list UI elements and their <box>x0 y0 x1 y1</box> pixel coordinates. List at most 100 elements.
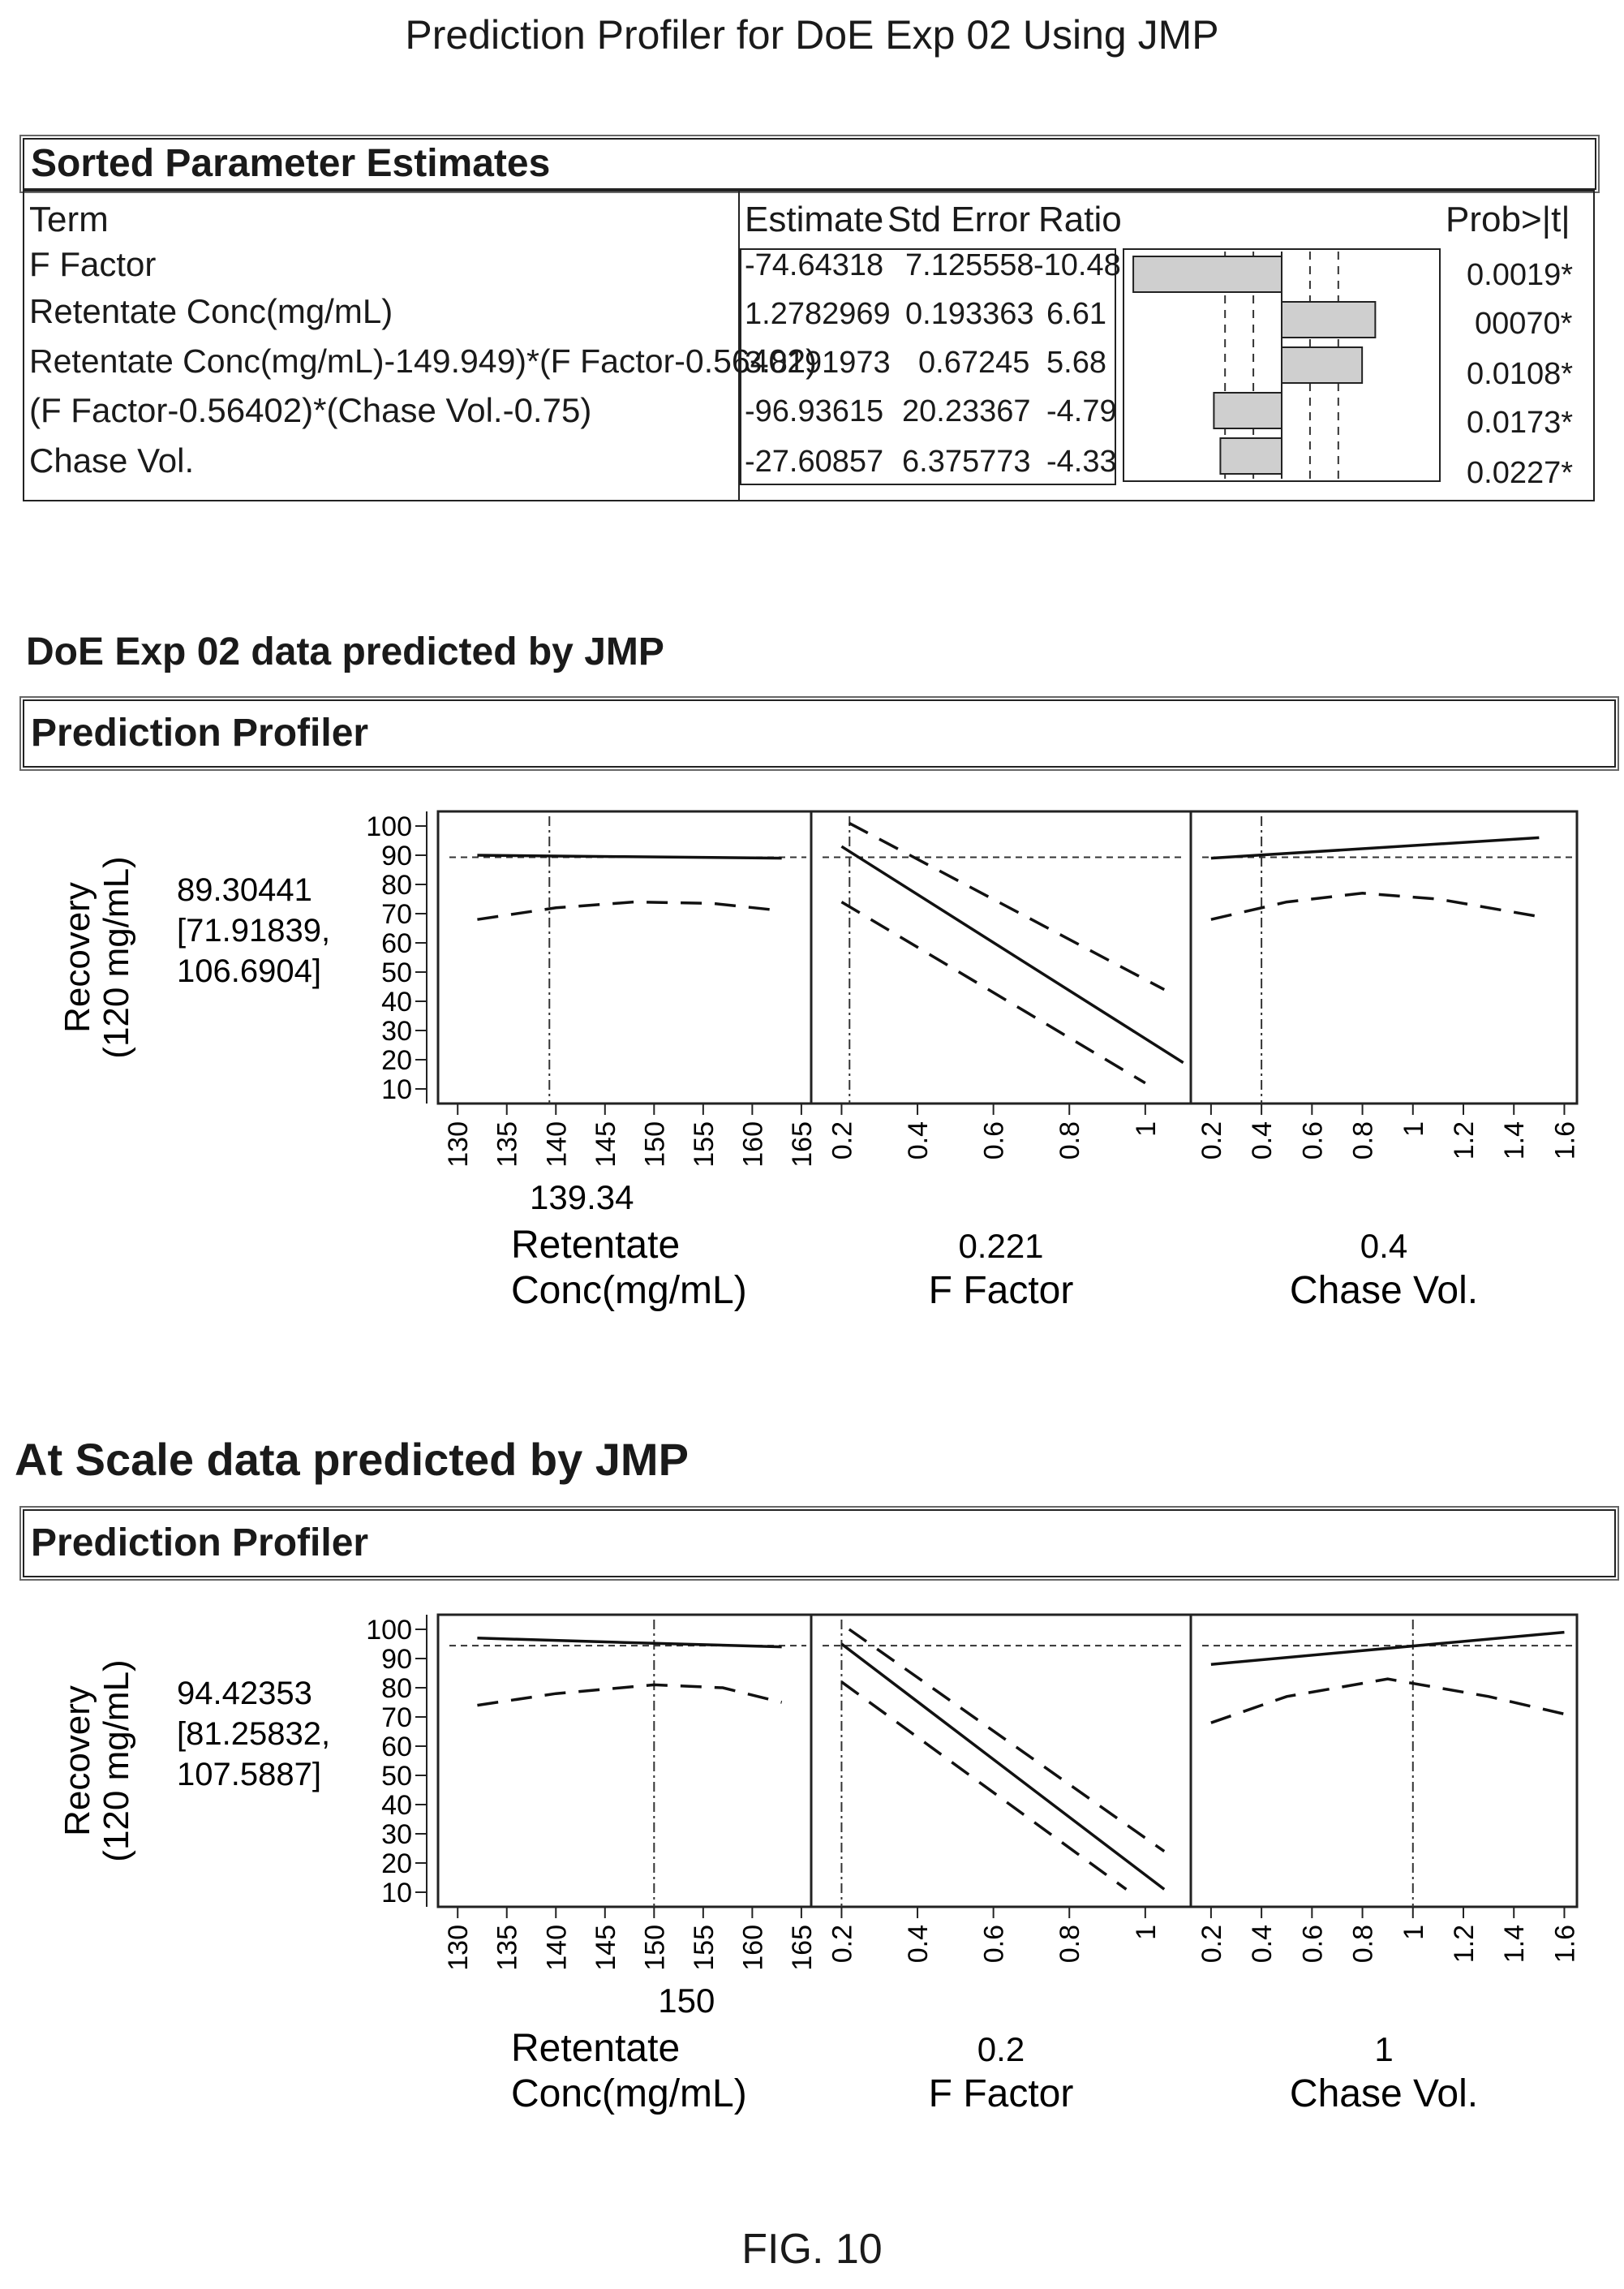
doe-profiler-title: Prediction Profiler <box>31 712 369 755</box>
atscale-predicted-ci-low: [81.25832, <box>177 1716 330 1752</box>
atscale-panel-1-x-tick-label-5: 150 <box>639 1925 670 1971</box>
row-term-5: Chase Vol. <box>29 441 195 480</box>
atscale-panel-2-ci-curve-3 <box>840 1680 1128 1891</box>
atscale-panel-3-x-tick-label-5: 1 <box>1398 1925 1429 1940</box>
atscale-predicted-ci-high: 107.5887] <box>177 1757 321 1792</box>
row-ratio-1: -10.48 <box>1033 248 1121 282</box>
atscale-ylabel-line1: Recovery <box>58 1685 97 1836</box>
atscale-panel-1-x-tick-label-6: 155 <box>689 1925 720 1971</box>
atscale-factor-1-name-line1: Retentate <box>511 2027 680 2070</box>
doe-panel-1-x-tick-label-5: 150 <box>639 1121 670 1168</box>
doe-panel-1-prediction-curve-1 <box>477 854 782 860</box>
doe-panel-2-x-tick-label-1: 0.2 <box>827 1121 857 1160</box>
atscale-panel-1-ci-curve-2 <box>477 1683 783 1707</box>
header-prob: Prob>|t| <box>1446 200 1570 239</box>
doe-panel-1-x-tick-label-2: 135 <box>492 1121 523 1168</box>
row-estimate-3: 3.8191973 <box>745 346 891 380</box>
atscale-panel-3-prediction-curve-1 <box>1210 1630 1565 1666</box>
numeric-values-box <box>740 248 1116 485</box>
row-std-error-4: 20.23367 <box>902 394 1031 428</box>
doe-panel-1-x-tick-label-1: 130 <box>443 1121 474 1168</box>
doe-panel-1-x-tick-label-3: 140 <box>541 1121 572 1168</box>
doe-panel-3-ci-curve-2 <box>1210 892 1540 921</box>
doe-ylabel-line1: Recovery <box>58 882 97 1033</box>
doe-panel-3-prediction-curve-1 <box>1210 836 1540 860</box>
figure-label: FIG. 10 <box>741 2226 883 2273</box>
doe-y-tick-label-2: 20 <box>381 1045 412 1076</box>
doe-y-tick-label-7: 70 <box>381 899 412 930</box>
doe-y-tick-label-4: 40 <box>381 987 412 1018</box>
atscale-factor-3-current: 1 <box>1374 2030 1393 2068</box>
term-column-box <box>23 190 740 501</box>
doe-ylabel-line2: (120 mg/mL) <box>97 856 136 1058</box>
atscale-y-tick-label-3: 30 <box>381 1819 412 1850</box>
atscale-panel-2-x-tick-label-2: 0.4 <box>903 1925 934 1963</box>
atscale-profiler-chart: Recovery(120 mg/mL) 94.42353[81.25832,107… <box>58 1613 1580 2115</box>
doe-panel-1-x-tick-label-4: 145 <box>591 1121 621 1168</box>
doe-predicted-value: 89.30441 <box>177 872 312 908</box>
row-ratio-3: 5.68 <box>1046 346 1106 380</box>
row-std-error-2: 0.193363 <box>905 297 1034 331</box>
ratio-bar-5 <box>1219 437 1282 475</box>
header-std-error: Std Error <box>887 200 1031 239</box>
atscale-factor-1-current: 150 <box>658 1981 715 2020</box>
atscale-factor-3-name: Chase Vol. <box>1290 2072 1478 2115</box>
header-term: Term <box>29 200 109 239</box>
row-term-4: (F Factor-0.56402)*(Chase Vol.-0.75) <box>29 391 592 429</box>
row-estimate-5: -27.60857 <box>745 445 884 479</box>
estimates-table: Term Estimate Std Error Ratio Prob>|t| F… <box>0 0 1624 519</box>
atscale-panel-2-ci-curve-2 <box>848 1628 1166 1853</box>
atscale-panel-2-prediction-curve-1 <box>840 1642 1166 1891</box>
doe-y-tick-label-6: 60 <box>381 928 412 959</box>
atscale-panel-1-x-tick-label-3: 140 <box>541 1925 572 1971</box>
doe-panel-2-x-tick-label-4: 0.8 <box>1055 1121 1085 1160</box>
doe-panel-3-x-tick-label-4: 0.8 <box>1348 1121 1379 1160</box>
doe-profiler-title-bar: Prediction Profiler <box>23 699 1616 768</box>
doe-panel-2-x-tick-label-2: 0.4 <box>903 1121 934 1160</box>
doe-panel-3-x-tick-label-7: 1.4 <box>1499 1121 1530 1160</box>
doe-factor-1-current: 139.34 <box>530 1178 634 1216</box>
atscale-y-tick-label-10: 100 <box>366 1615 412 1646</box>
row-ratio-4: -4.79 <box>1046 394 1117 428</box>
atscale-panel-1-x-tick-label-2: 135 <box>492 1925 523 1971</box>
doe-heading: DoE Exp 02 data predicted by JMP <box>26 630 664 673</box>
header-estimate: Estimate <box>745 200 884 239</box>
estimates-title: Sorted Parameter Estimates <box>31 142 551 185</box>
row-prob-5: 0.0227* <box>1467 456 1574 490</box>
doe-panel-1-x-tick-label-6: 155 <box>689 1121 720 1168</box>
doe-factor-1-name-line2: Conc(mg/mL) <box>511 1269 747 1312</box>
row-estimate-4: -96.93615 <box>745 394 884 428</box>
atscale-panel-1-x-tick-label-1: 130 <box>443 1925 474 1971</box>
atscale-panel-1-frame <box>436 1613 813 1908</box>
row-prob-1: 0.0019* <box>1467 258 1574 292</box>
row-term-2: Retentate Conc(mg/mL) <box>29 292 393 330</box>
atscale-y-tick-label-2: 20 <box>381 1848 412 1879</box>
atscale-profiler-title: Prediction Profiler <box>31 1521 369 1564</box>
atscale-panel-2-x-tick-label-1: 0.2 <box>827 1925 857 1963</box>
doe-y-tick-label-8: 80 <box>381 870 412 901</box>
doe-panel-2-ci-curve-3 <box>840 901 1146 1085</box>
doe-panel-3-x-tick-label-3: 0.6 <box>1297 1121 1328 1160</box>
ratio-chart-frame <box>1123 248 1441 482</box>
doe-panel-3-frame <box>1189 810 1579 1105</box>
doe-ylabel: Recovery(120 mg/mL) <box>58 856 136 1058</box>
atscale-panel-2-x-tick-label-3: 0.6 <box>979 1925 1010 1963</box>
row-term-1: F Factor <box>29 245 157 283</box>
doe-panel-1-ci-curve-2 <box>477 900 782 921</box>
atscale-factor-2-current: 0.2 <box>977 2030 1025 2068</box>
doe-panel-3-x-tick-label-6: 1.2 <box>1449 1121 1480 1160</box>
atscale-predicted-value: 94.42353 <box>177 1676 312 1711</box>
atscale-panel-1-x-tick-label-7: 160 <box>737 1925 768 1971</box>
ratio-bar-3 <box>1281 346 1364 384</box>
atscale-y-tick-label-9: 90 <box>381 1644 412 1675</box>
atscale-y-tick-label-4: 40 <box>381 1790 412 1821</box>
doe-predicted-ci-low: [71.91839, <box>177 913 330 949</box>
doe-panel-3-x-tick-label-8: 1.6 <box>1549 1121 1580 1160</box>
doe-predicted-ci-high: 106.6904] <box>177 953 321 989</box>
doe-factor-3-current: 0.4 <box>1360 1227 1407 1265</box>
doe-y-tick-label-1: 10 <box>381 1074 412 1105</box>
atscale-panel-2-frame <box>810 1613 1192 1908</box>
row-term-3: Retentate Conc(mg/mL)-149.949)*(F Factor… <box>29 342 817 380</box>
atscale-panel-3-x-tick-label-1: 0.2 <box>1197 1925 1227 1963</box>
page-title: Prediction Profiler for DoE Exp 02 Using… <box>405 12 1219 58</box>
